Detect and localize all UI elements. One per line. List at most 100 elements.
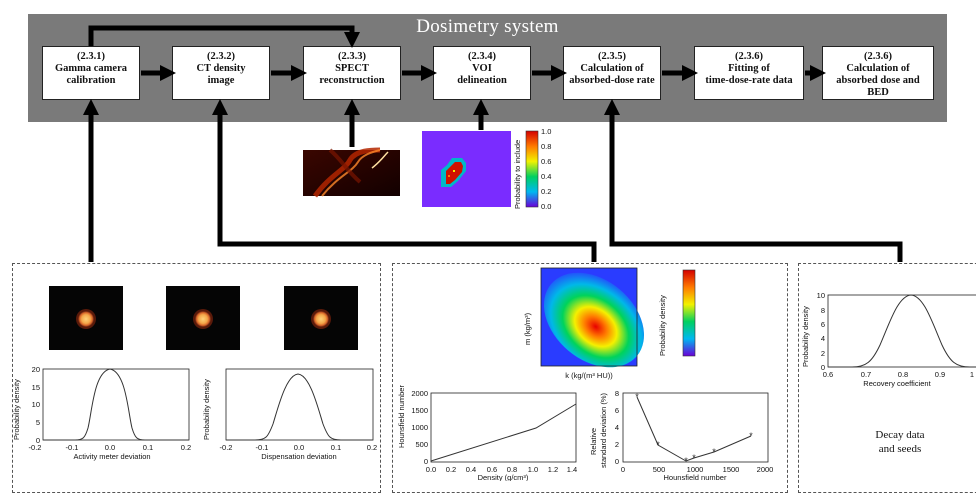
x-tick: 0.4 <box>466 465 476 474</box>
decay-caption-line: and seeds <box>879 443 921 455</box>
step-number: (2.3.4) <box>468 51 496 62</box>
y-tick: 10 <box>32 400 40 409</box>
ct-input-arrow <box>211 98 597 262</box>
colorbar-label: Probability to include <box>513 140 522 209</box>
step-number: (2.3.6) <box>735 51 763 62</box>
y-tick: 1000 <box>411 423 428 432</box>
y-tick: 8 <box>821 306 825 315</box>
x-tick: 1500 <box>723 465 740 474</box>
step-label-line: VOI <box>472 63 492 74</box>
data-point-marker: * <box>749 431 753 441</box>
step-label-line: delineation <box>457 75 507 86</box>
y-tick: 15 <box>32 383 40 392</box>
step-spect-reconstruction: (2.3.3) SPECT reconstruction <box>303 46 401 100</box>
step-label-line: CT density <box>196 63 246 74</box>
x-tick: 2000 <box>757 465 774 474</box>
voi-colorbar: 1.0 0.8 0.6 0.4 0.2 0.0 Probability to i… <box>513 127 551 211</box>
y-tick: 0 <box>36 436 40 445</box>
colorbar-label: Probability density <box>658 295 667 356</box>
y-tick: 0 <box>821 363 825 372</box>
y-tick: 2 <box>615 440 619 449</box>
y-axis-label: standard deviation (%) <box>599 392 608 468</box>
x-tick: 0.8 <box>898 370 908 379</box>
step-gamma-camera-calibration: (2.3.1) Gamma camera calibration <box>42 46 140 100</box>
step-label-line: image <box>207 75 235 86</box>
data-point-marker: * <box>635 392 639 402</box>
x-tick: 1.2 <box>548 465 558 474</box>
dispensation-deviation-plot: -0.2 -0.1 0.0 0.1 0.2 Dispensation devia… <box>202 368 377 461</box>
y-tick: 6 <box>821 320 825 329</box>
colorbar-tick: 0.2 <box>541 187 551 196</box>
x-tick: 1 <box>970 370 974 379</box>
y-tick: 0 <box>615 457 619 466</box>
phantom-images <box>49 286 358 350</box>
step-number: (2.3.6) <box>864 51 892 62</box>
step-label-line: Calculation of <box>580 63 644 74</box>
x-axis-label: Activity meter deviation <box>73 452 150 461</box>
x-tick: 0 <box>621 465 625 474</box>
x-axis-label: Recovery coefficient <box>863 379 931 388</box>
activity-deviation-plot: 20 15 10 5 0 -0.2 -0.1 0.0 0.1 0.2 Activ… <box>12 365 191 461</box>
x-tick: 0.1 <box>143 443 153 452</box>
x-axis-label: Density (g/cm³) <box>478 473 529 481</box>
diagram-graphics: 1.0 0.8 0.6 0.4 0.2 0.0 Probability to i… <box>12 25 976 481</box>
step-label-line: BED <box>867 87 889 98</box>
voi-image <box>422 131 511 207</box>
step-label-line: absorbed-dose rate <box>569 75 655 86</box>
density-heatmap: k (kg/(m³ HU)) m (kg/m³) Probability den… <box>523 267 696 380</box>
x-axis-label: Hounsfield number <box>664 473 727 481</box>
step-absorbed-dose-rate: (2.3.5) Calculation of absorbed-dose rat… <box>563 46 661 100</box>
x-tick: 0.8 <box>507 465 517 474</box>
x-tick: 0.0 <box>105 443 115 452</box>
y-tick: 1500 <box>411 406 428 415</box>
x-tick: 500 <box>653 465 666 474</box>
phantom-sphere <box>195 311 211 327</box>
x-tick: 1000 <box>687 465 704 474</box>
y-axis-label: Probability density <box>801 306 810 367</box>
step-label-line: Calculation of <box>846 63 910 74</box>
step-absorbed-dose-and-bed: (2.3.6) Calculation of absorbed dose and… <box>822 46 934 100</box>
step-number: (2.3.1) <box>77 51 105 62</box>
y-tick: 500 <box>415 440 428 449</box>
y-axis-label: Probability density <box>202 379 211 440</box>
decay-caption-line: Decay data <box>875 429 924 441</box>
step-label-line: reconstruction <box>319 75 385 86</box>
loop-arrow <box>88 25 361 49</box>
data-point-marker: * <box>692 453 696 463</box>
step-label-line: Fitting of <box>728 63 770 74</box>
x-tick: 0.9 <box>935 370 945 379</box>
x-tick: -0.1 <box>66 443 79 452</box>
phantom-sphere <box>313 311 329 327</box>
y-axis-label: m (kg/m³) <box>523 312 532 345</box>
x-axis-label: k (kg/(m³ HU)) <box>565 371 613 380</box>
x-tick: 0.2 <box>181 443 191 452</box>
phantom-sphere <box>78 311 94 327</box>
x-tick: 0.0 <box>294 443 304 452</box>
y-tick: 10 <box>817 291 825 300</box>
y-tick: 6 <box>615 406 619 415</box>
step-label-line: time-dose-rate data <box>705 75 793 86</box>
y-axis-label: Hounsfield number <box>397 385 406 448</box>
x-tick: 1.4 <box>567 465 577 474</box>
x-tick: 0.2 <box>367 443 377 452</box>
step-number: (2.3.3) <box>338 51 366 62</box>
colorbar-tick: 1.0 <box>541 127 551 136</box>
x-tick: -0.2 <box>29 443 42 452</box>
x-tick: 0.7 <box>861 370 871 379</box>
y-tick: 5 <box>36 418 40 427</box>
step-label-line: calibration <box>66 75 116 86</box>
x-tick: 1.0 <box>528 465 538 474</box>
recovery-coefficient-plot: 10 8 6 4 2 0 0.6 0.7 0.8 0.9 1 Recovery … <box>801 291 976 388</box>
relative-sd-plot: * * * * * * 8 6 4 2 0 0 500 1000 1500 20… <box>589 389 773 481</box>
x-tick: 0.1 <box>331 443 341 452</box>
step-number: (2.3.2) <box>207 51 235 62</box>
step-number: (2.3.5) <box>598 51 626 62</box>
data-point-marker: * <box>712 447 716 457</box>
step-label-line: Gamma camera <box>54 63 127 74</box>
y-tick: 4 <box>615 423 619 432</box>
y-tick: 2000 <box>411 389 428 398</box>
colorbar-tick: 0.8 <box>541 142 551 151</box>
data-point-marker: * <box>684 456 688 466</box>
colorbar-tick: 0.6 <box>541 157 551 166</box>
y-axis-label: Probability density <box>12 379 21 440</box>
